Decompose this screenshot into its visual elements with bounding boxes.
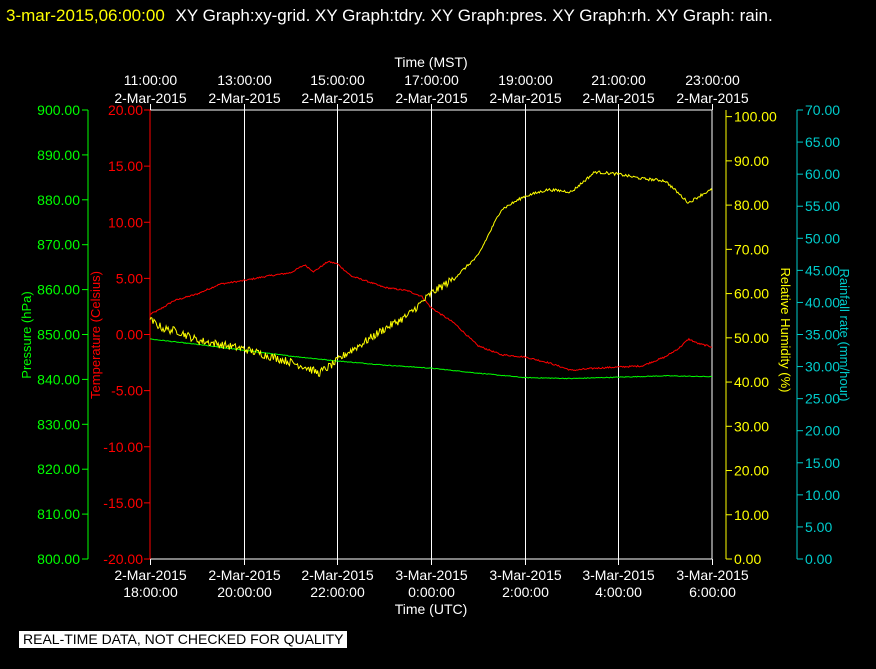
rain-axis-label: Rainfall rate (mm/hour) bbox=[837, 269, 852, 402]
pressure-tick-label: 840.00 bbox=[37, 371, 80, 387]
x-top-tick-time: 17:00:00 bbox=[404, 72, 459, 88]
rain-tick-label: 25.00 bbox=[805, 391, 840, 407]
x-bottom-tick-time: 4:00:00 bbox=[595, 584, 642, 600]
pressure-tick-label: 830.00 bbox=[37, 416, 80, 432]
pressure-tick-label: 820.00 bbox=[37, 461, 80, 477]
rain-tick-label: 70.00 bbox=[805, 102, 840, 118]
pressure-tick-label: 880.00 bbox=[37, 192, 80, 208]
humidity-tick-label: 30.00 bbox=[734, 418, 769, 434]
humidity-tick-label: 90.00 bbox=[734, 153, 769, 169]
temperature-axis-label: Temperature (Celsius) bbox=[88, 271, 103, 399]
pressure-series-line bbox=[149, 338, 713, 380]
x-bottom-tick-date: 2-Mar-2015 bbox=[208, 567, 281, 583]
humidity-tick-label: 10.00 bbox=[734, 507, 769, 523]
x-bottom-tick-date: 3-Mar-2015 bbox=[489, 567, 562, 583]
rain-tick-label: 15.00 bbox=[805, 455, 840, 471]
header-timestamp: 3-mar-2015,06:00:00 bbox=[6, 6, 165, 25]
x-bottom-tick-time: 18:00:00 bbox=[123, 584, 178, 600]
x-top-tick-date: 2-Mar-2015 bbox=[676, 90, 749, 106]
x-bottom-tick-time: 20:00:00 bbox=[217, 584, 272, 600]
humidity-tick-label: 80.00 bbox=[734, 197, 769, 213]
rain-tick-label: 60.00 bbox=[805, 166, 840, 182]
humidity-tick-label: 70.00 bbox=[734, 241, 769, 257]
pressure-tick-label: 850.00 bbox=[37, 327, 80, 343]
pressure-tick-label: 810.00 bbox=[37, 506, 80, 522]
humidity-tick-label: 50.00 bbox=[734, 330, 769, 346]
rain-tick-label: 5.00 bbox=[805, 519, 832, 535]
x-bottom-tick-date: 3-Mar-2015 bbox=[395, 567, 468, 583]
rain-tick-label: 20.00 bbox=[805, 423, 840, 439]
temperature-tick-label: 5.00 bbox=[116, 270, 143, 286]
x-bottom-tick-date: 2-Mar-2015 bbox=[114, 567, 187, 583]
x-bottom-tick-date: 2-Mar-2015 bbox=[301, 567, 374, 583]
pressure-axis-label: Pressure (hPa) bbox=[19, 291, 34, 378]
x-top-tick-date: 2-Mar-2015 bbox=[489, 90, 562, 106]
x-top-tick-time: 23:00:00 bbox=[685, 72, 740, 88]
x-top-tick-date: 2-Mar-2015 bbox=[395, 90, 468, 106]
rain-tick-label: 45.00 bbox=[805, 262, 840, 278]
x-top-tick-date: 2-Mar-2015 bbox=[301, 90, 374, 106]
rain-tick-label: 40.00 bbox=[805, 294, 840, 310]
humidity-tick-label: 20.00 bbox=[734, 463, 769, 479]
pressure-tick-label: 800.00 bbox=[37, 551, 80, 567]
humidity-tick-label: 40.00 bbox=[734, 374, 769, 390]
chart-header: 3-mar-2015,06:00:00 XY Graph:xy-grid. XY… bbox=[6, 2, 872, 29]
x-bottom-axis-label: Time (UTC) bbox=[395, 601, 468, 617]
x-top-tick-date: 2-Mar-2015 bbox=[208, 90, 281, 106]
temperature-tick-label: 0.00 bbox=[116, 327, 143, 343]
pressure-tick-label: 870.00 bbox=[37, 237, 80, 253]
temperature-tick-label: -5.00 bbox=[111, 383, 143, 399]
x-bottom-tick-time: 2:00:00 bbox=[502, 584, 549, 600]
temperature-tick-label: 15.00 bbox=[108, 158, 143, 174]
x-top-axis-label: Time (MST) bbox=[394, 54, 467, 70]
x-top-tick-time: 13:00:00 bbox=[217, 72, 272, 88]
temperature-tick-label: 20.00 bbox=[108, 102, 143, 118]
x-bottom-tick-time: 6:00:00 bbox=[689, 584, 736, 600]
humidity-tick-label: 0.00 bbox=[734, 551, 761, 567]
rain-tick-label: 35.00 bbox=[805, 327, 840, 343]
rain-tick-label: 65.00 bbox=[805, 134, 840, 150]
rain-tick-label: 55.00 bbox=[805, 198, 840, 214]
x-bottom-tick-date: 3-Mar-2015 bbox=[582, 567, 655, 583]
humidity-series-line bbox=[149, 170, 713, 377]
pressure-tick-label: 860.00 bbox=[37, 282, 80, 298]
temperature-series-line bbox=[150, 260, 713, 372]
temperature-tick-label: -20.00 bbox=[103, 551, 143, 567]
x-top-tick-time: 15:00:00 bbox=[310, 72, 365, 88]
x-bottom-tick-time: 22:00:00 bbox=[310, 584, 365, 600]
quality-disclaimer: REAL-TIME DATA, NOT CHECKED FOR QUALITY bbox=[19, 631, 348, 648]
x-top-tick-time: 11:00:00 bbox=[124, 72, 178, 88]
temperature-tick-label: -10.00 bbox=[103, 439, 143, 455]
x-bottom-tick-date: 3-Mar-2015 bbox=[676, 567, 749, 583]
humidity-tick-label: 100.00 bbox=[734, 109, 777, 125]
x-top-tick-date: 2-Mar-2015 bbox=[114, 90, 187, 106]
temperature-tick-label: 10.00 bbox=[108, 214, 143, 230]
pressure-tick-label: 900.00 bbox=[37, 102, 80, 118]
header-title: XY Graph:xy-grid. XY Graph:tdry. XY Grap… bbox=[175, 6, 773, 25]
x-top-tick-time: 19:00:00 bbox=[498, 72, 553, 88]
rain-tick-label: 30.00 bbox=[805, 359, 840, 375]
pressure-tick-label: 890.00 bbox=[37, 147, 80, 163]
x-bottom-tick-time: 0:00:00 bbox=[408, 584, 455, 600]
humidity-axis-label: Relative Humidity (%) bbox=[778, 268, 793, 393]
x-top-tick-time: 21:00:00 bbox=[591, 72, 646, 88]
rain-tick-label: 0.00 bbox=[805, 551, 832, 567]
temperature-tick-label: -15.00 bbox=[103, 495, 143, 511]
x-top-tick-date: 2-Mar-2015 bbox=[582, 90, 655, 106]
rain-tick-label: 10.00 bbox=[805, 487, 840, 503]
humidity-tick-label: 60.00 bbox=[734, 286, 769, 302]
rain-tick-label: 50.00 bbox=[805, 230, 840, 246]
